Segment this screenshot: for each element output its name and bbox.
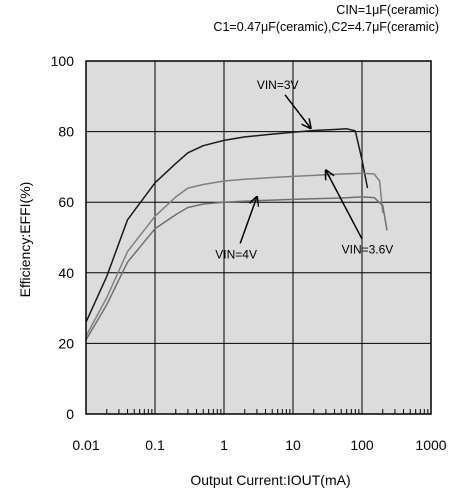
plot-frame: [85, 60, 432, 415]
x-tick-label: 1000: [415, 437, 446, 453]
x-tick-label: 10: [285, 437, 301, 453]
series-line-2: [85, 196, 388, 341]
chart-subtitle: CIN=1μF(ceramic): [336, 3, 439, 17]
series-line-0: [85, 128, 369, 323]
y-axis-label: Efficiency:EFFI(%): [17, 182, 33, 298]
annotation-label: VIN=4V: [215, 248, 257, 262]
x-tick-label: 100: [350, 437, 374, 453]
x-tick-label: 0.01: [72, 437, 99, 453]
annotation-arrow: [284, 94, 311, 128]
annotation-label: VIN=3.6V: [342, 242, 394, 256]
annotation-label: VIN=3V: [257, 78, 299, 92]
y-tick-label: 0: [66, 406, 74, 422]
chart-subtitle: C1=0.47μF(ceramic),C2=4.7μF(ceramic): [213, 20, 439, 34]
x-tick-label: 1: [220, 437, 228, 453]
plot-area: [86, 61, 431, 414]
series-line-1: [85, 172, 384, 337]
y-tick-label: 100: [51, 53, 75, 69]
y-tick-label: 80: [58, 124, 74, 140]
annotation-arrow: [326, 170, 363, 240]
annotation-arrow: [239, 197, 257, 244]
x-axis-label: Output Current:IOUT(mA): [190, 472, 350, 488]
y-tick-label: 40: [58, 265, 74, 281]
y-tick-label: 60: [58, 194, 74, 210]
x-tick-label: 0.1: [145, 437, 165, 453]
y-tick-label: 20: [58, 335, 74, 351]
